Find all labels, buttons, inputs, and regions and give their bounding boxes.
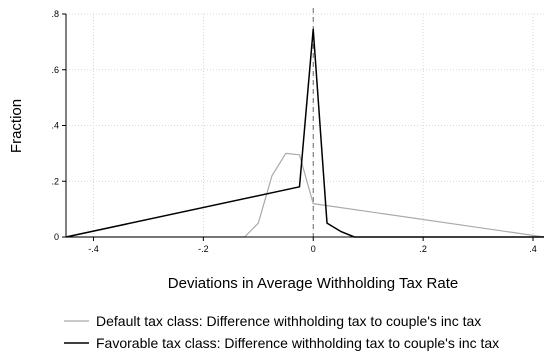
legend: Default tax class: Difference withholdin… [64,313,499,351]
x-tick-label-4: .4 [529,244,537,254]
series-line-default [66,152,545,238]
x-tick-label-0: -.4 [88,244,99,254]
y-axis-title: Fraction [8,99,25,153]
y-tick-label-3: .6 [51,65,59,75]
y-tick-label-2: .4 [51,121,59,131]
legend-label-default: Default tax class: Difference withholdin… [96,313,481,329]
x-tick-label-2: 0 [311,244,316,254]
y-tick-label-4: .8 [51,9,59,19]
x-tick-label-3: .2 [419,244,427,254]
y-tick-label-0: 0 [54,232,59,242]
y-tick-label-1: .2 [51,176,59,186]
x-tick-label-1: -.2 [198,244,209,254]
series-layer [65,28,545,238]
x-axis-title: Deviations in Average Withholding Tax Ra… [168,275,458,292]
series-line-favorable [65,28,544,238]
legend-label-favorable: Favorable tax class: Difference withhold… [96,335,499,351]
ticks: 0 .2 .4 .6 .8 -.4 -.2 0 .2 .4 [51,9,536,254]
